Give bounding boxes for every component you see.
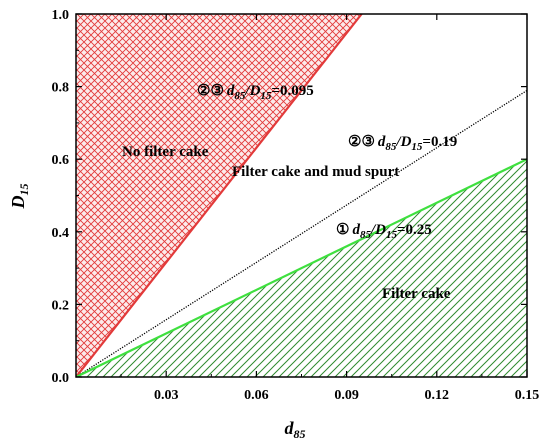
y-tick-label: 0.0 (52, 371, 70, 386)
line-label-019: ②③ d85/D15=0.19 (348, 134, 457, 153)
series-lines-layer (76, 14, 527, 377)
ticks-layer: 0.03 0.06 0.09 0.12 0.15 0.0 0.2 0.4 0.6 0.8 1.0 (52, 8, 540, 403)
y-tick-label: 0.4 (52, 226, 70, 241)
x-tick-label: 0.12 (425, 388, 450, 403)
y-tick-label: 0.2 (52, 298, 70, 313)
line-label-025: ① d85/D15=0.25 (336, 222, 432, 241)
region-label-filter-cake-and-mud-spurt: Filter cake and mud spurt (232, 164, 399, 180)
y-tick-label: 1.0 (52, 8, 70, 23)
region-label-filter-cake: Filter cake (382, 286, 451, 302)
y-axis-title: D15 (8, 184, 31, 210)
y-tick-label: 0.6 (52, 153, 70, 168)
x-axis-title: d85 (285, 418, 306, 441)
boundary-line-019 (76, 89, 527, 377)
boundary-line-025 (76, 158, 527, 377)
y-tick-label: 0.8 (52, 81, 70, 96)
boundary-line-0095 (76, 14, 363, 377)
x-tick-label: 0.09 (334, 388, 359, 403)
x-tick-label: 0.06 (244, 388, 269, 403)
x-tick-label: 0.15 (515, 388, 540, 403)
regions-layer (76, 14, 527, 377)
region-label-no-filter-cake: No filter cake (122, 144, 209, 160)
line-label-0095: ②③ d85/D15=0.095 (197, 83, 314, 102)
x-tick-label: 0.03 (154, 388, 179, 403)
